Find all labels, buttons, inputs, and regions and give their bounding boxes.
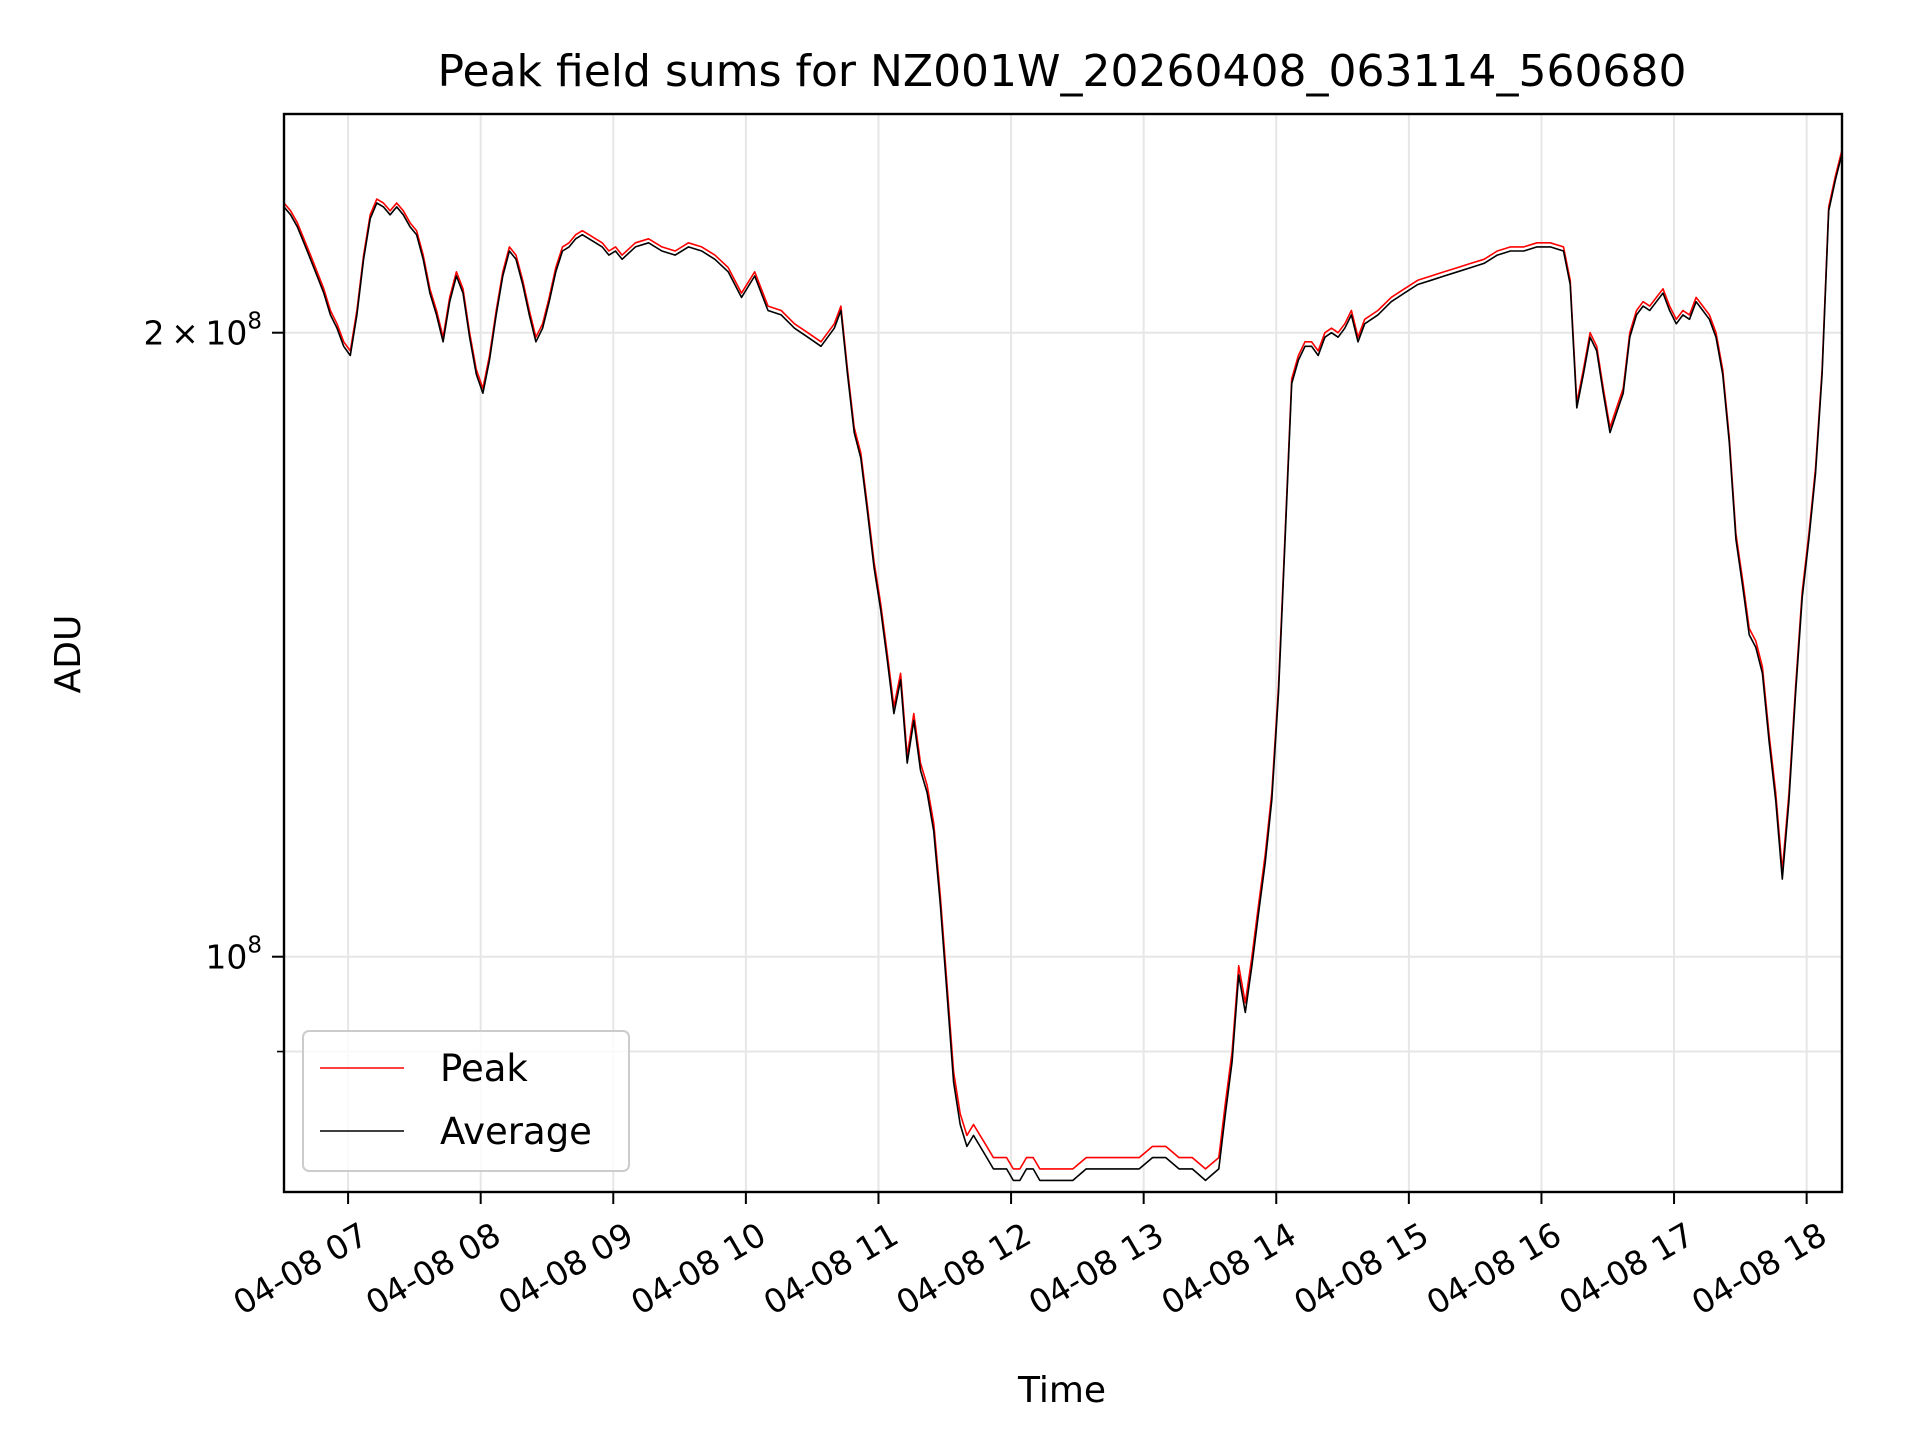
series-line-average [283,153,1843,1182]
chart-title: Peak field sums for NZ001W_20260408_0631… [438,46,1687,97]
y-axis-ticks: 2 × 108 108 [144,309,284,1053]
y-tick-label: 108 [205,933,262,977]
x-gridlines [347,114,1808,1192]
legend: Peak Average [302,1030,630,1172]
series-layer [283,149,1843,1182]
plot-frame [282,112,1844,1194]
legend-label-average: Average [440,1110,592,1153]
y-tick-label: 2 × 108 [144,309,262,353]
legend-label-peak: Peak [440,1047,528,1090]
y-axis-label: ADU [48,615,89,694]
legend-box [302,1030,630,1172]
x-axis-label: Time [1017,1370,1106,1411]
